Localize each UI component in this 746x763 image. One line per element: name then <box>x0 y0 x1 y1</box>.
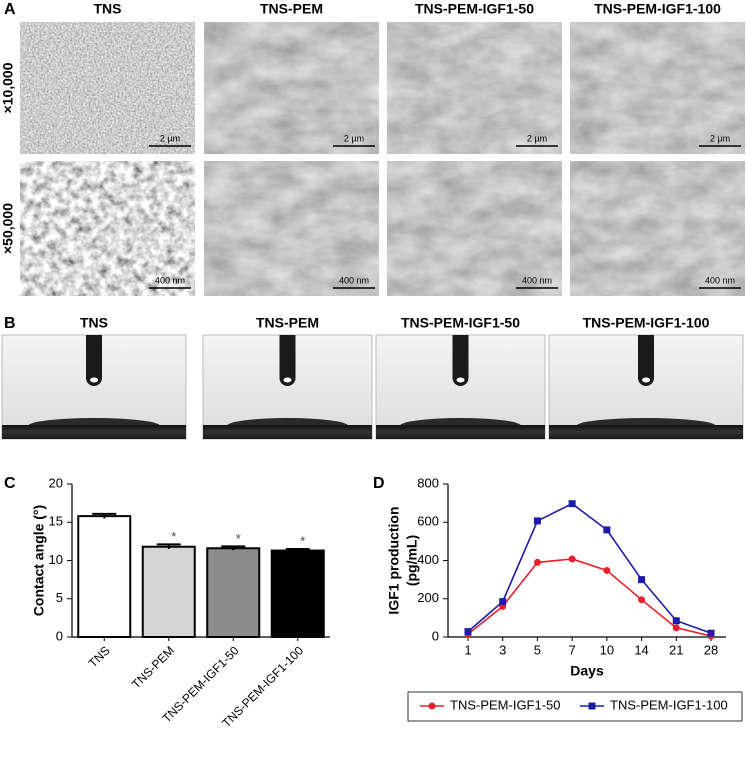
series-line <box>467 558 712 637</box>
column-header: TNS <box>80 315 108 331</box>
y-tick-label: 0 <box>56 628 63 643</box>
bar <box>270 549 325 638</box>
significance: * <box>300 533 305 548</box>
x-tick-label: 14 <box>634 642 648 657</box>
y-tick-label: 15 <box>49 514 63 529</box>
row-label: ×50,000 <box>0 203 16 254</box>
column-header: TNS-PEM <box>256 315 319 331</box>
x-tick-label: 28 <box>704 642 718 657</box>
y-axis-label: IGF1 production <box>386 506 402 614</box>
panel-letter: D <box>373 475 385 492</box>
scale-bar-label: 2 µm <box>527 133 547 143</box>
legend-box <box>407 691 743 722</box>
column-header: TNS <box>94 1 122 17</box>
x-tick-label: 7 <box>569 642 576 657</box>
marker <box>638 576 646 584</box>
x-tick-label: TNS-PEM <box>129 643 177 691</box>
x-tick-label: 1 <box>464 642 471 657</box>
y-axis-label: Contact angle (°) <box>31 505 47 616</box>
y-tick-label: 400 <box>417 552 439 567</box>
column-header: TNS-PEM-IGF1-100 <box>594 1 721 17</box>
sem-image <box>204 22 379 154</box>
marker <box>603 566 611 574</box>
needle-reflection <box>283 377 292 383</box>
x-tick-label: 5 <box>534 642 541 657</box>
series-line <box>467 502 712 634</box>
sem-image <box>570 161 745 296</box>
sem-image <box>20 161 195 296</box>
row-label: ×10,000 <box>0 62 16 113</box>
y-tick-label: 600 <box>417 514 439 529</box>
needle-reflection <box>90 377 98 383</box>
scale-bar-label: 2 µm <box>160 133 180 143</box>
significance: * <box>171 529 176 544</box>
needle <box>638 335 654 386</box>
y-tick-label: 10 <box>49 552 63 567</box>
substrate <box>203 425 372 439</box>
column-header: TNS-PEM-IGF1-100 <box>583 315 710 331</box>
marker <box>499 598 507 606</box>
marker <box>568 500 576 508</box>
marker <box>672 617 680 625</box>
marker <box>638 596 646 604</box>
bar <box>206 547 261 639</box>
scale-bar-label: 2 µm <box>344 133 364 143</box>
legend-label: TNS-PEM-IGF1-50 <box>450 697 561 712</box>
column-header: TNS-PEM-IGF1-50 <box>415 1 534 17</box>
substrate <box>376 425 545 439</box>
sem-image <box>20 22 195 154</box>
sem-image <box>387 161 562 296</box>
needle <box>452 335 469 386</box>
bar <box>77 515 132 639</box>
needle-reflection <box>456 377 465 383</box>
needle <box>279 335 296 386</box>
substrate <box>549 425 743 439</box>
y-tick-label: 20 <box>49 475 63 490</box>
y-tick-label: 0 <box>432 628 439 643</box>
marker <box>672 624 680 632</box>
substrate <box>2 425 186 439</box>
x-tick-label: 21 <box>669 642 683 657</box>
marker <box>533 517 541 525</box>
marker <box>464 628 472 636</box>
marker <box>588 702 596 710</box>
scale-bar-label: 400 nm <box>522 275 552 285</box>
scale-bar-label: 400 nm <box>339 275 369 285</box>
x-tick-label: TNS <box>86 643 113 670</box>
scale-bar-label: 2 µm <box>710 133 730 143</box>
marker <box>568 555 576 563</box>
x-tick-label: 10 <box>600 642 614 657</box>
y-axis-label: (pg/mL) <box>404 535 420 586</box>
column-header: TNS-PEM <box>260 1 323 17</box>
sem-image <box>204 161 379 296</box>
y-tick-label: 5 <box>56 590 63 605</box>
panel-letter: A <box>4 1 16 18</box>
sem-image <box>387 22 562 154</box>
significance: * <box>236 531 241 546</box>
panel-letter: C <box>4 475 16 492</box>
column-header: TNS-PEM-IGF1-50 <box>401 315 520 331</box>
marker <box>603 526 611 534</box>
needle-reflection <box>642 377 650 383</box>
legend-label: TNS-PEM-IGF1-100 <box>610 697 728 712</box>
sem-image <box>570 22 745 154</box>
scale-bar-label: 400 nm <box>155 275 185 285</box>
scale-bar-label: 400 nm <box>705 275 735 285</box>
marker <box>707 629 715 637</box>
panel-letter: B <box>4 315 16 332</box>
needle <box>86 335 102 386</box>
marker <box>428 702 436 710</box>
y-tick-label: 800 <box>417 475 439 490</box>
x-tick-label: 3 <box>499 642 506 657</box>
y-tick-label: 200 <box>417 590 439 605</box>
marker <box>533 558 541 566</box>
x-axis-label: Days <box>570 663 604 679</box>
bar <box>141 545 196 638</box>
